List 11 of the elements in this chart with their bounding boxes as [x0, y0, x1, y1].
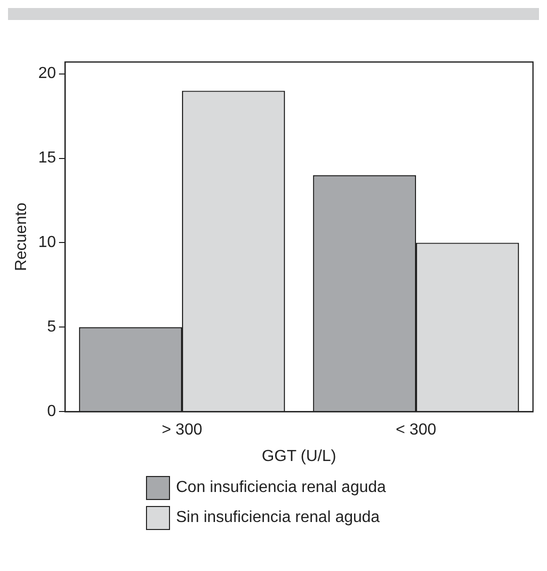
legend-label: Sin insuficiencia renal aguda	[176, 509, 380, 527]
y-tick-label: 5	[47, 318, 56, 336]
y-tick-label: 10	[38, 234, 56, 252]
x-tick-label: < 300	[396, 422, 436, 439]
y-tick-label: 0	[47, 403, 56, 420]
legend-label: Con insuficiencia renal aguda	[176, 479, 386, 497]
y-tick-label: 20	[38, 65, 56, 82]
x-tick-label: > 300	[162, 422, 202, 439]
y-tick-label: 15	[38, 150, 56, 167]
y-axis-title: Recuento	[13, 202, 30, 272]
x-axis-title: GGT (U/L)	[262, 448, 336, 465]
